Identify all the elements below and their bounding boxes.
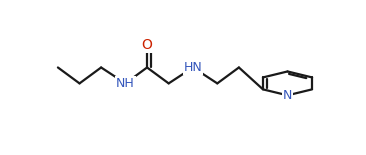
Text: NH: NH	[116, 77, 135, 90]
Text: N: N	[283, 89, 292, 102]
Text: O: O	[142, 38, 153, 52]
Text: HN: HN	[184, 61, 202, 74]
